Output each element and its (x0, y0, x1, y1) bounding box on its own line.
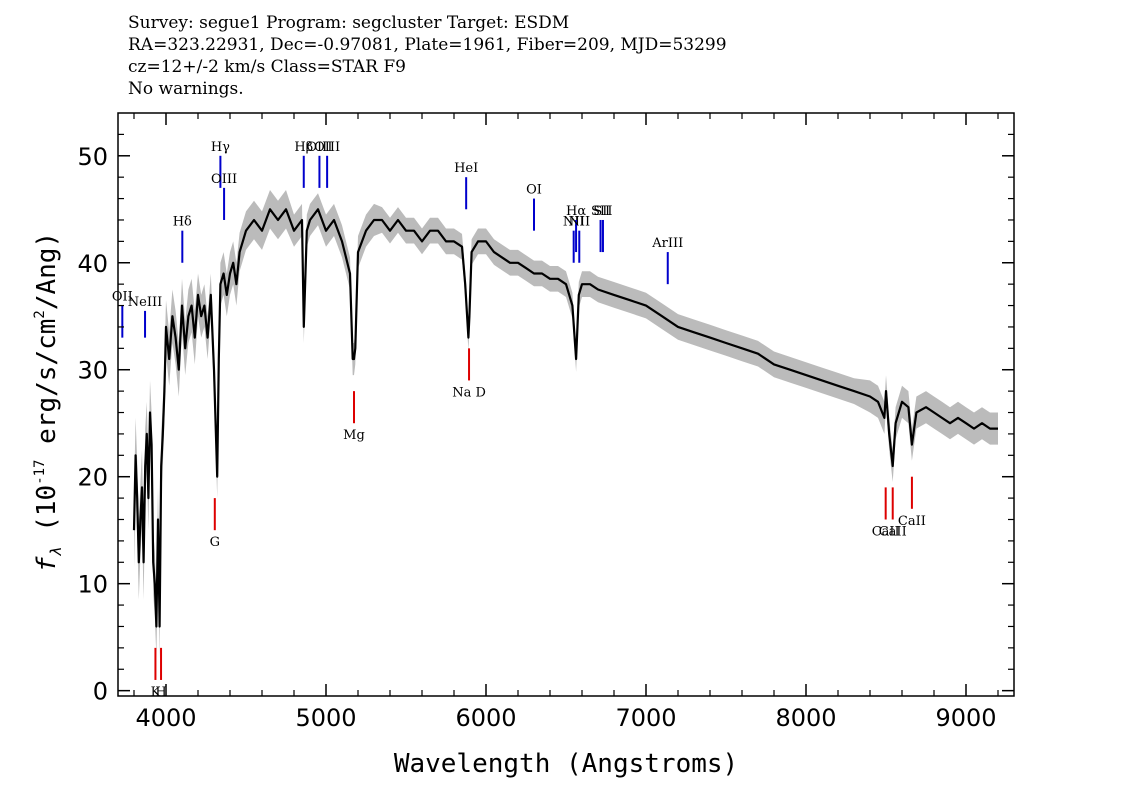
redshift-class-line: cz=12+/-2 km/s Class=STAR F9 (128, 57, 406, 77)
plot-frame (117, 112, 1015, 697)
y-axis-label-group: fλ (10-17 erg/s/cm2/Ang) (32, 232, 65, 572)
coordinates-line: RA=323.22931, Dec=-0.97081, Plate=1961, … (128, 35, 727, 55)
y-tick-label: 10 (77, 571, 108, 599)
emission-line-label: OI (526, 183, 542, 198)
emission-line-label: Hα (566, 204, 586, 219)
absorption-line-label: CaII (872, 524, 900, 539)
absorption-line-label: CaII (879, 524, 907, 539)
emission-line-label: Hδ (173, 215, 192, 230)
error-band-layer (134, 190, 998, 659)
absorption-line-label: G (210, 535, 220, 550)
emission-line-label: Hγ (211, 140, 230, 155)
emission-line-label: NII (568, 215, 590, 230)
spectrum-header: Survey: segue1 Program: segcluster Targe… (128, 12, 727, 100)
x-tick-label: 7000 (615, 704, 676, 732)
warnings-line: No warnings. (128, 79, 244, 99)
emission-line-label: OIII (306, 140, 332, 155)
absorption-line-label: H (155, 685, 166, 700)
spectrum-line (132, 208, 998, 628)
emission-line-label: ArIII (651, 236, 683, 251)
y-tick-label: 40 (77, 250, 108, 278)
error-band (134, 190, 998, 659)
emission-line-label: SII (593, 204, 612, 219)
emission-line-label: HeI (454, 161, 478, 176)
y-tick-label: 50 (77, 143, 108, 171)
y-axis-label: fλ (10-17 erg/s/cm2/Ang) (32, 232, 65, 572)
emission-line-label: NII (563, 215, 585, 230)
x-tick-label: 8000 (775, 704, 836, 732)
emission-line-label: NeIII (128, 295, 162, 310)
x-axis-label: Wavelength (Angstroms) (394, 749, 738, 779)
spectrum-layer (132, 208, 998, 628)
absorption-line-label: Mg (343, 428, 365, 443)
absorption-line-label: Na D (452, 385, 486, 400)
y-tick-label: 0 (93, 678, 108, 706)
axes-layer: 4000 5000 6000 7000 8000 9000 0 10 20 30 40 50 (77, 112, 1015, 732)
emission-line-label: OII (112, 290, 133, 305)
line-markers-layer: OIINeIIIHδHγOIIIHβOIIIOIIIHeIOINIIHαNIIS… (112, 140, 926, 700)
y-tick-label: 20 (77, 464, 108, 492)
absorption-line-label: K (151, 685, 161, 700)
emission-line-label: OIII (314, 140, 340, 155)
y-tick-label: 30 (77, 357, 108, 385)
emission-line-label: Hβ (294, 140, 313, 155)
survey-line: Survey: segue1 Program: segcluster Targe… (128, 13, 570, 33)
emission-line-label: SII (591, 204, 610, 219)
x-tick-label: 9000 (935, 704, 996, 732)
x-tick-label: 4000 (135, 704, 196, 732)
x-tick-label: 6000 (455, 704, 516, 732)
emission-line-label: OIII (211, 172, 237, 187)
absorption-line-label: CaII (898, 514, 926, 529)
x-tick-label: 5000 (295, 704, 356, 732)
